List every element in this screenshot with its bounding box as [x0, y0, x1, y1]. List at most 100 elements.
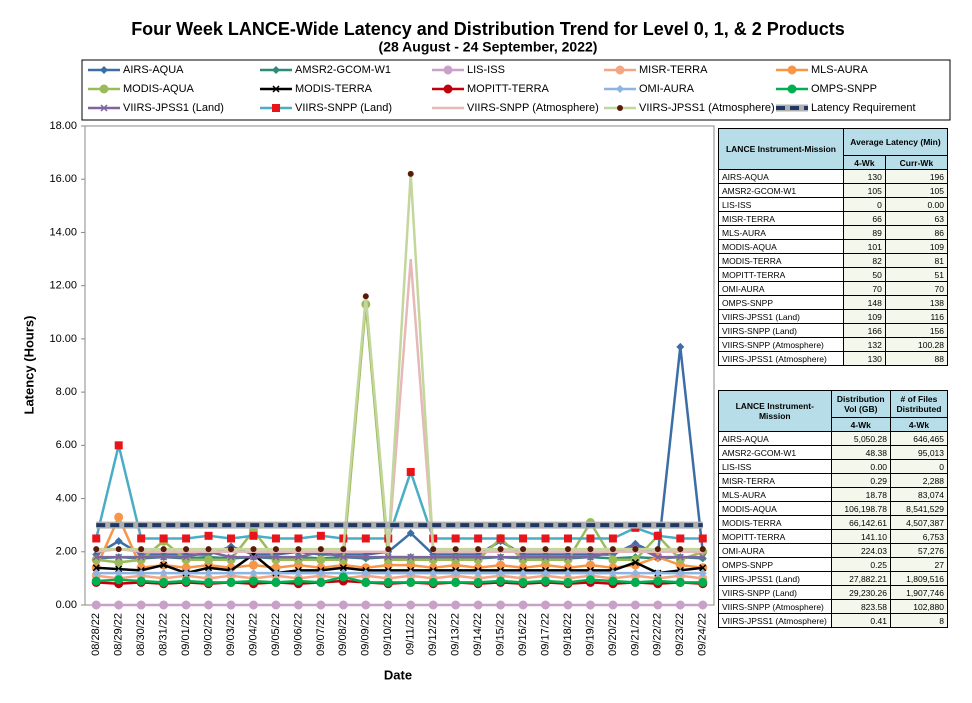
point — [452, 546, 459, 553]
point — [316, 577, 326, 587]
table-row: MODIS-AQUA 101 109 — [718, 239, 949, 254]
point — [293, 600, 303, 610]
point — [563, 577, 573, 587]
point — [249, 531, 258, 540]
table-row: VIIRS-JPSS1 (Land) 109 116 — [718, 309, 949, 324]
point — [429, 553, 437, 561]
point — [407, 553, 415, 561]
x-tick-label: 09/06/22 — [292, 613, 304, 656]
point — [115, 546, 122, 553]
point — [226, 577, 236, 587]
point — [519, 569, 528, 578]
point — [653, 569, 662, 578]
table-cell: 6,753 — [889, 529, 949, 544]
point — [383, 577, 393, 587]
point — [364, 524, 367, 527]
point — [137, 569, 146, 578]
point — [317, 546, 324, 553]
point — [676, 534, 685, 543]
table-row: AIRS-AQUA 130 196 — [718, 169, 949, 184]
table-cell: 8,541,529 — [889, 501, 949, 516]
point — [230, 524, 233, 527]
table-cell: 166 — [842, 323, 886, 338]
table-cell: 0.00 — [884, 197, 949, 212]
point — [204, 569, 213, 578]
point — [698, 600, 708, 610]
point — [428, 600, 438, 610]
point — [447, 107, 450, 110]
point — [204, 600, 214, 610]
point — [316, 555, 326, 565]
header-cell: LANCE Instrument-Mission — [718, 390, 832, 432]
x-axis-title: Date — [384, 667, 412, 682]
series-line — [96, 304, 704, 564]
table-cell: MOPITT-TERRA — [718, 267, 844, 282]
point — [338, 600, 348, 610]
point — [677, 546, 684, 553]
point — [205, 546, 212, 553]
point — [137, 534, 146, 543]
point — [616, 85, 624, 93]
table-cell: 109 — [842, 309, 886, 324]
table-cell: 4,507,387 — [889, 515, 949, 530]
point — [519, 553, 527, 561]
point — [451, 534, 460, 543]
point — [316, 569, 325, 578]
x-tick-label: 09/07/22 — [315, 613, 327, 656]
point — [227, 553, 235, 561]
point — [160, 553, 168, 561]
table-cell: VIIRS-JPSS1 (Land) — [718, 571, 832, 586]
table-cell: 101 — [842, 239, 886, 254]
point — [608, 555, 618, 565]
latency-table: LANCE Instrument-Mission Average Latency … — [718, 128, 949, 366]
table-row: MOPITT-TERRA 50 51 — [718, 267, 949, 282]
legend-label: AMSR2-GCOM-W1 — [295, 64, 391, 76]
point — [272, 546, 279, 553]
table-row: MOPITT-TERRA 141.10 6,753 — [718, 529, 949, 544]
point — [182, 534, 191, 543]
table-cell: 86 — [884, 225, 949, 240]
point — [406, 569, 415, 578]
point — [586, 534, 595, 543]
legend-label: MODIS-TERRA — [295, 83, 373, 95]
x-tick-label: 09/08/22 — [337, 613, 349, 656]
table-cell: 196 — [884, 169, 949, 184]
point — [248, 600, 258, 610]
table-cell: VIIRS-JPSS1 (Atmosphere) — [718, 613, 832, 628]
point — [406, 600, 416, 610]
point — [611, 524, 614, 527]
table-cell: 105 — [842, 183, 886, 198]
chart-subtitle: (28 August - 24 September, 2022) — [379, 39, 598, 55]
point — [443, 84, 453, 94]
point — [204, 555, 214, 565]
header-cell: 4-Wk — [889, 417, 949, 432]
table-row: OMPS-SNPP 0.25 27 — [718, 557, 949, 572]
x-tick-label: 09/15/22 — [494, 613, 506, 656]
point — [699, 564, 707, 572]
table-cell: 63 — [884, 211, 949, 226]
point — [92, 569, 101, 578]
point — [496, 576, 506, 586]
point — [91, 576, 101, 586]
point — [362, 553, 370, 561]
point — [114, 537, 123, 546]
table-row: MISR-TERRA 66 63 — [718, 211, 949, 226]
table-cell: MLS-AURA — [718, 225, 844, 240]
header-row: 4-Wk Curr-Wk — [719, 155, 949, 170]
point — [205, 564, 213, 572]
point — [519, 534, 528, 543]
table-row: OMI-AURA 224.03 57,276 — [718, 543, 949, 558]
x-tick-label: 09/24/22 — [697, 613, 709, 656]
point — [228, 546, 235, 553]
point — [181, 600, 191, 610]
legend-label: VIIRS-SNPP (Land) — [295, 102, 392, 114]
point — [676, 569, 685, 578]
point — [361, 577, 371, 587]
legend-label: MLS-AURA — [811, 64, 869, 76]
point — [406, 577, 416, 587]
point — [226, 600, 236, 610]
x-tick-label: 09/12/22 — [427, 613, 439, 656]
table-row: VIIRS-JPSS1 (Land) 27,882.21 1,809,516 — [718, 571, 949, 586]
point — [454, 524, 457, 527]
point — [204, 577, 214, 587]
